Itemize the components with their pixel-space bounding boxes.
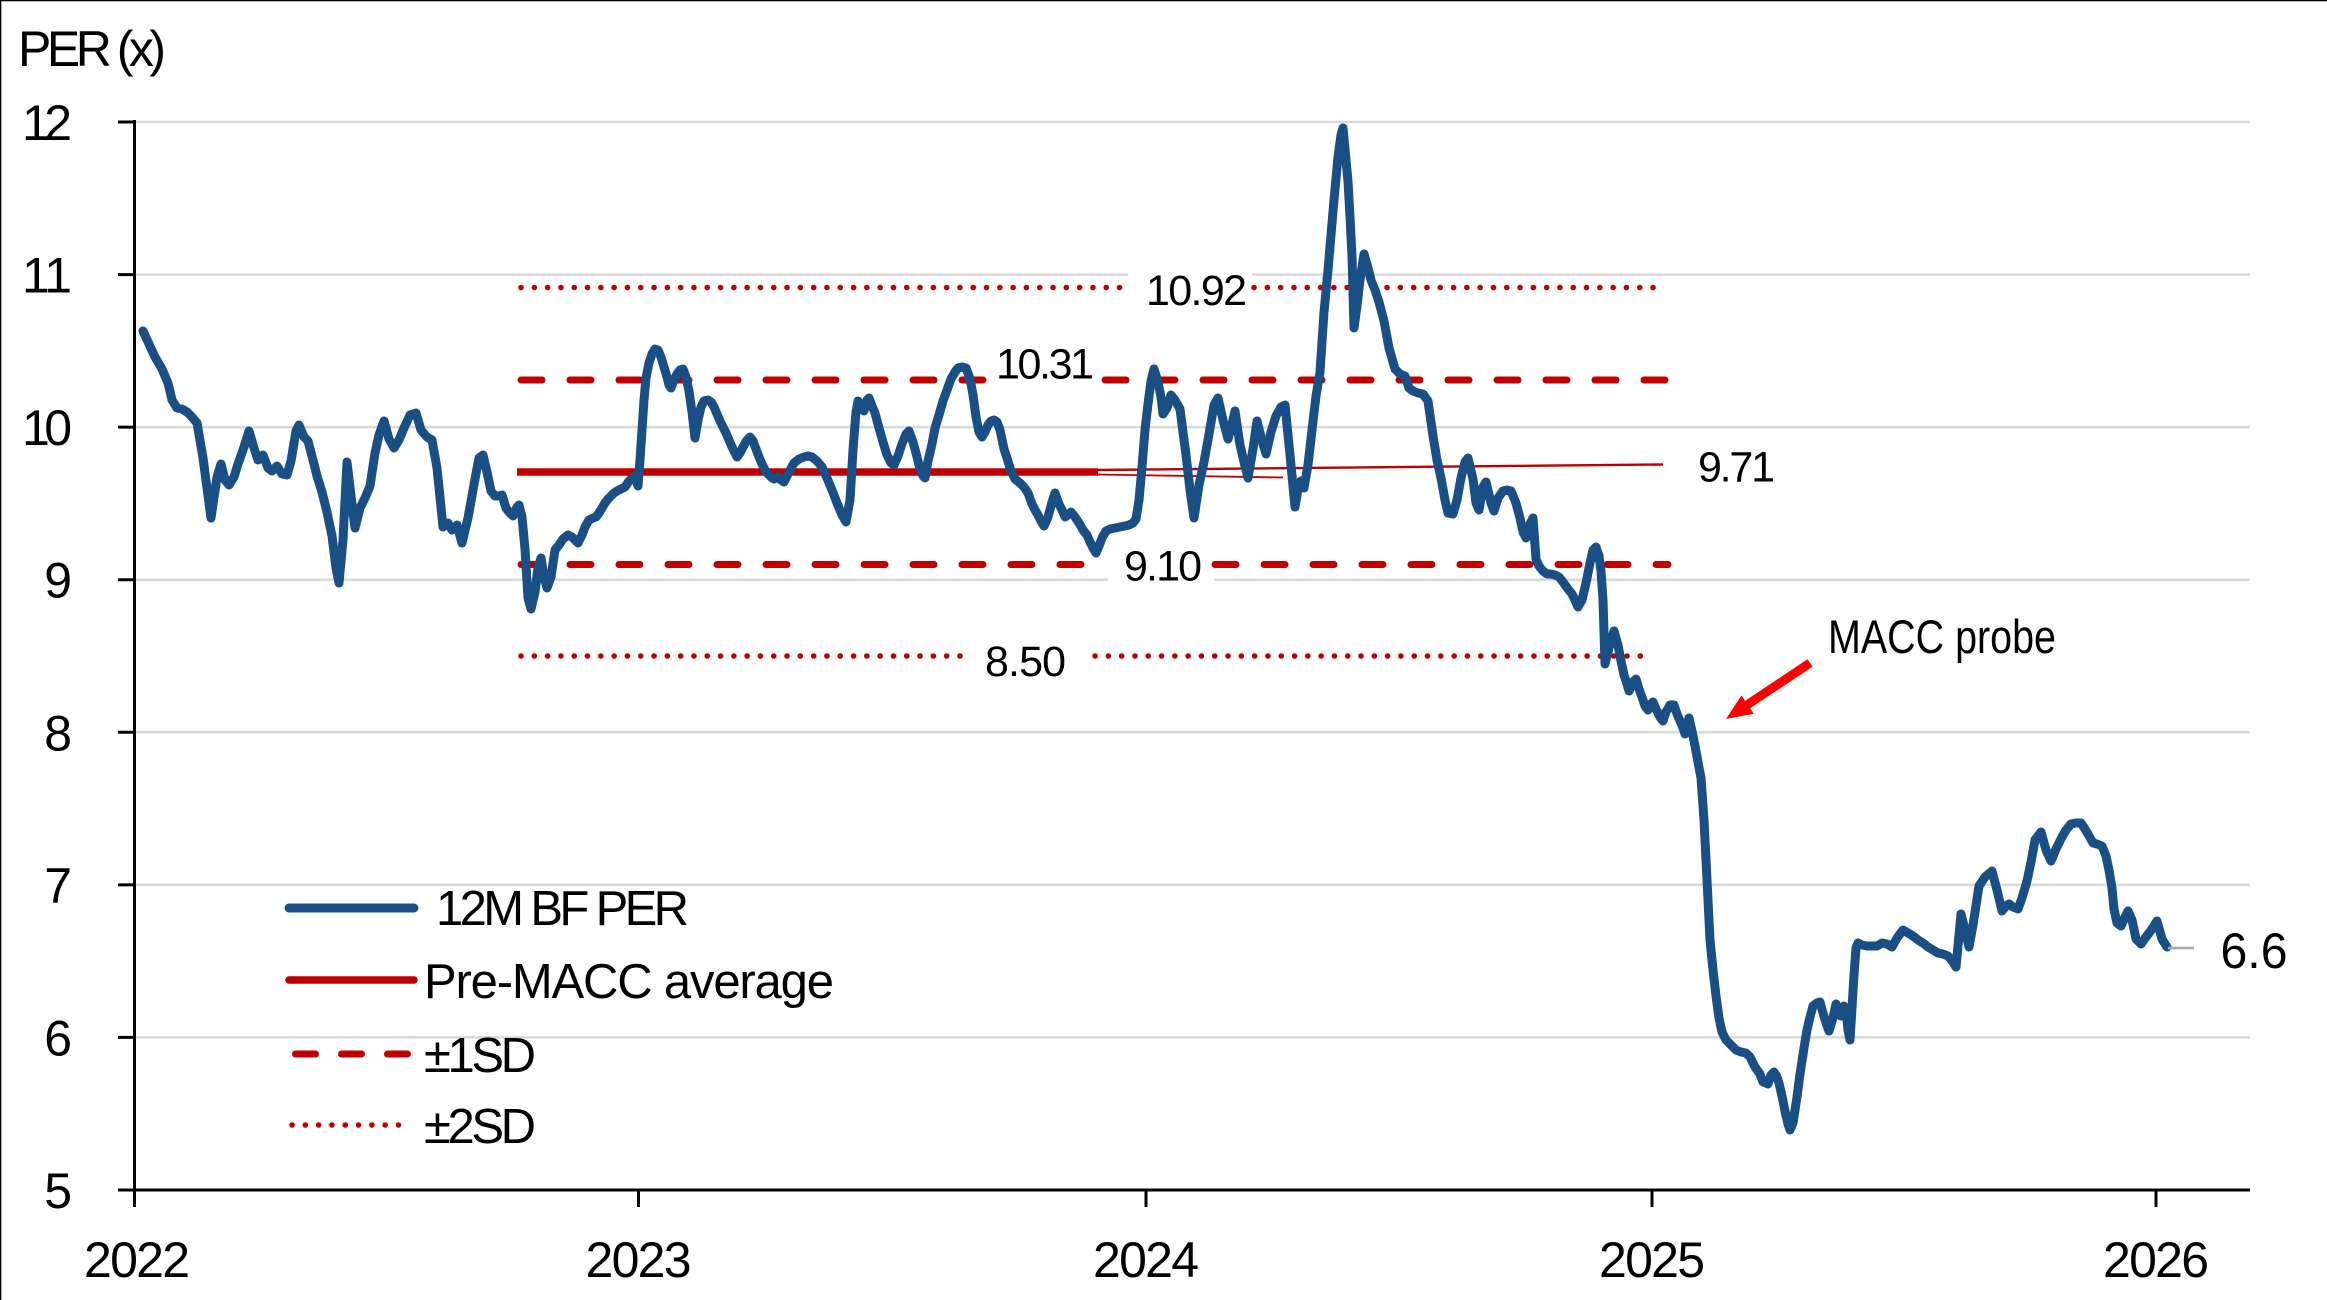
svg-text:10.31: 10.31 — [996, 341, 1094, 389]
svg-text:8.50: 8.50 — [985, 638, 1066, 686]
svg-text:9.10: 9.10 — [1124, 543, 1202, 591]
svg-text:2025: 2025 — [1599, 1232, 1705, 1288]
svg-text:10.92: 10.92 — [1146, 267, 1247, 315]
svg-text:9.71: 9.71 — [1698, 444, 1775, 492]
svg-text:5: 5 — [44, 1163, 72, 1219]
svg-text:±1SD: ±1SD — [424, 1029, 536, 1083]
svg-text:10: 10 — [22, 400, 72, 456]
svg-text:8: 8 — [44, 705, 72, 761]
svg-text:Pre-MACC average: Pre-MACC average — [424, 955, 834, 1009]
svg-text:11: 11 — [22, 248, 72, 304]
svg-text:7: 7 — [44, 858, 72, 914]
svg-text:9: 9 — [44, 553, 72, 609]
svg-text:12M BF PER: 12M BF PER — [436, 882, 689, 936]
svg-text:12: 12 — [22, 95, 72, 151]
svg-text:±2SD: ±2SD — [424, 1100, 536, 1154]
svg-text:PER (x): PER (x) — [18, 21, 166, 77]
svg-text:2022: 2022 — [84, 1232, 190, 1288]
svg-text:6.6: 6.6 — [2221, 923, 2288, 979]
svg-text:2024: 2024 — [1093, 1232, 1199, 1288]
svg-text:2026: 2026 — [2103, 1232, 2209, 1288]
svg-text:MACC probe: MACC probe — [1828, 610, 2056, 663]
svg-text:6: 6 — [44, 1010, 72, 1066]
svg-text:2023: 2023 — [586, 1232, 692, 1288]
